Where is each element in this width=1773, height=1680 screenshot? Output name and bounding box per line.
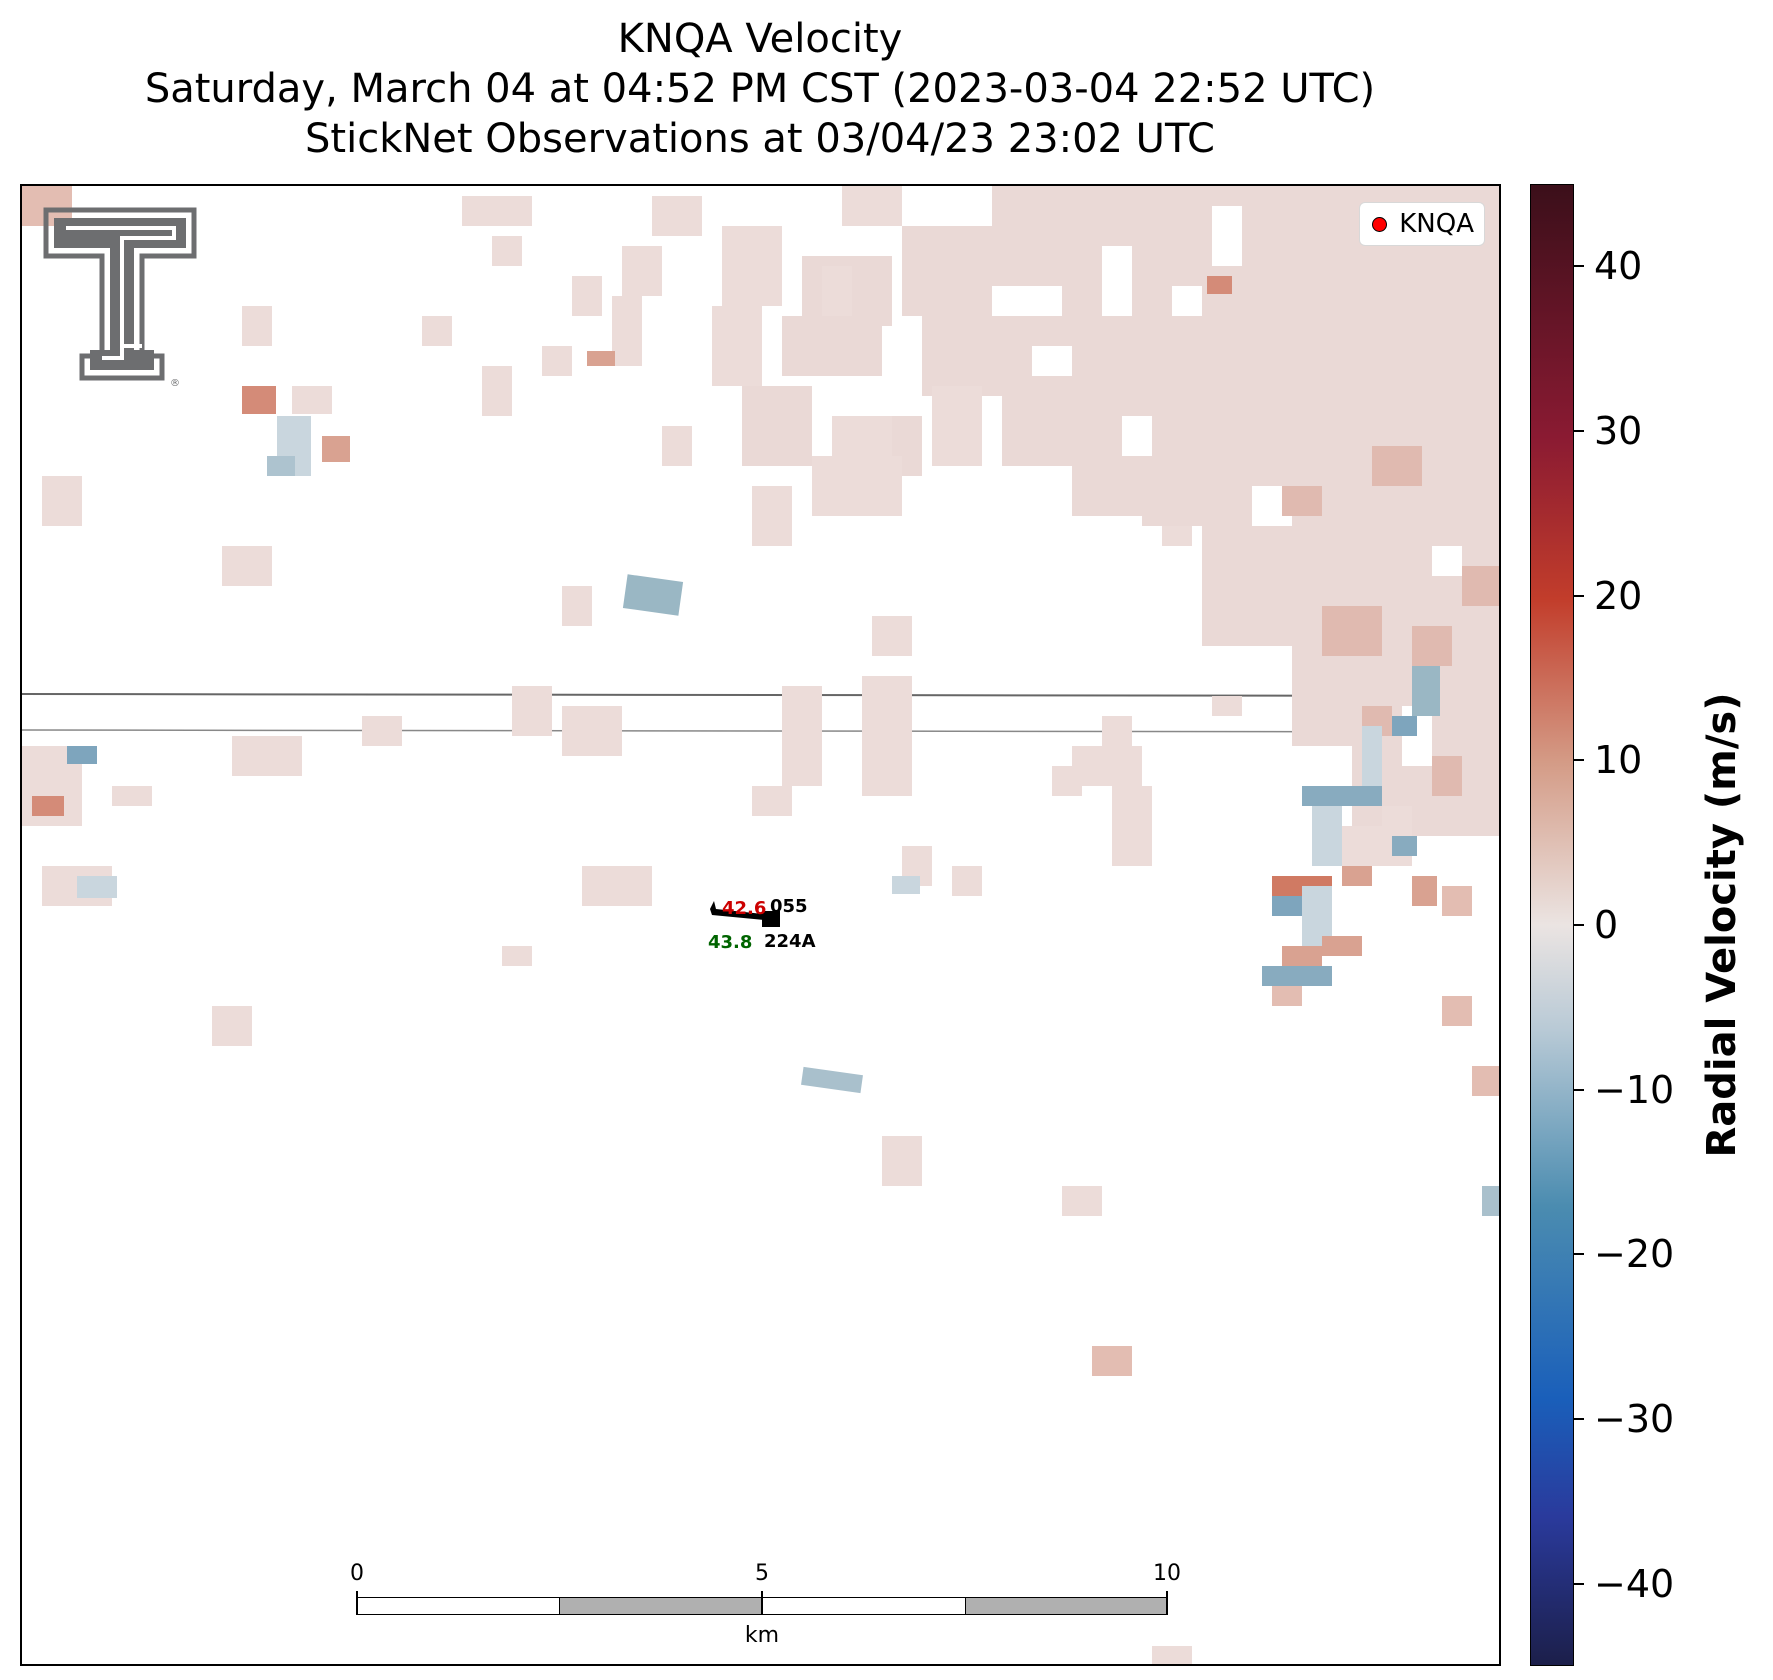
legend-label: KNQA	[1399, 209, 1474, 239]
svg-text:®: ®	[170, 378, 180, 386]
echo-region-east	[1092, 666, 1499, 1376]
echo-scatter-north	[42, 186, 982, 626]
scale-tick	[356, 1591, 358, 1615]
echo-pixel	[32, 796, 64, 816]
colorbar-tick-label: −20	[1594, 1232, 1675, 1277]
echo-pixel	[622, 574, 684, 616]
title-datetime: Saturday, March 04 at 04:52 PM CST (2023…	[144, 66, 1376, 112]
echo-pixel	[892, 876, 920, 894]
scale-tick	[1166, 1591, 1168, 1615]
colorbar-tick-label: 30	[1594, 409, 1643, 453]
title-radar: KNQA Velocity	[617, 16, 903, 62]
colorbar-tick-label: 0	[1594, 903, 1619, 947]
station-pressure-code: 055	[770, 896, 808, 917]
radar-map[interactable]: ® KNQA 42.6 055 43.8 224A 0 5 10 km	[20, 184, 1501, 1666]
scale-segment	[762, 1597, 966, 1615]
station-temperature: 42.6	[722, 898, 767, 919]
station-id: 224A	[764, 931, 816, 952]
echo-pixel	[587, 351, 615, 366]
colorbar-tick-mark	[1574, 759, 1584, 762]
colorbar-tick-label: 10	[1594, 738, 1643, 783]
radar-site-marker-icon	[1372, 216, 1388, 232]
echo-pixel	[242, 386, 276, 414]
echo-darker-pixels	[1282, 446, 1499, 796]
echo-scatter-central	[752, 526, 1242, 1664]
echo-pixel	[267, 456, 295, 476]
scale-label-10: 10	[1153, 1561, 1181, 1586]
colorbar-title: Radial Velocity (m/s)	[1699, 692, 1745, 1158]
station-dewpoint: 43.8	[708, 932, 753, 953]
colorbar-tick-mark	[1574, 1582, 1584, 1585]
scale-segment	[357, 1597, 560, 1615]
colorbar-tick-mark	[1574, 1253, 1584, 1256]
scale-segment	[559, 1597, 763, 1615]
colorbar-tick-label: 20	[1594, 573, 1643, 618]
scale-label-5: 5	[755, 1561, 769, 1586]
echo-pixel	[1207, 276, 1232, 294]
map-legend: KNQA	[1359, 202, 1485, 246]
wind-barb-icon	[710, 901, 780, 927]
road-line	[22, 729, 1499, 733]
colorbar	[1530, 184, 1574, 1666]
road-line	[22, 693, 1499, 697]
colorbar-tick-mark	[1574, 1088, 1584, 1091]
echo-scatter-west	[22, 686, 652, 1046]
scale-label-0: 0	[350, 1561, 364, 1586]
title-observations: StickNet Observations at 03/04/23 23:02 …	[305, 116, 1215, 162]
scale-tick	[761, 1591, 763, 1615]
scale-segment	[965, 1597, 1168, 1615]
echo-pixel	[322, 436, 350, 462]
texas-tech-double-t-icon: ®	[43, 207, 197, 386]
colorbar-tick-label: −40	[1594, 1561, 1675, 1606]
colorbar-tick-label: −10	[1594, 1067, 1675, 1112]
scale-bar: 0 5 10 km	[350, 1561, 1181, 1661]
figure-title: KNQA Velocity Saturday, March 04 at 04:5…	[0, 14, 1520, 164]
colorbar-tick-mark	[1574, 1418, 1584, 1420]
colorbar-tick-mark	[1574, 924, 1584, 926]
echo-pixel	[292, 386, 332, 414]
echo-pixel	[67, 746, 97, 764]
colorbar-tick-mark	[1574, 265, 1584, 268]
echo-pixel	[801, 1066, 863, 1094]
echo-pixel	[77, 876, 117, 898]
scale-unit: km	[744, 1623, 780, 1648]
colorbar-tick-label: 40	[1594, 244, 1643, 289]
colorbar-tick-label: −30	[1594, 1397, 1675, 1441]
velocity-field	[22, 186, 1499, 1664]
colorbar-tick-mark	[1574, 430, 1584, 432]
colorbar-tick-mark	[1574, 594, 1584, 597]
